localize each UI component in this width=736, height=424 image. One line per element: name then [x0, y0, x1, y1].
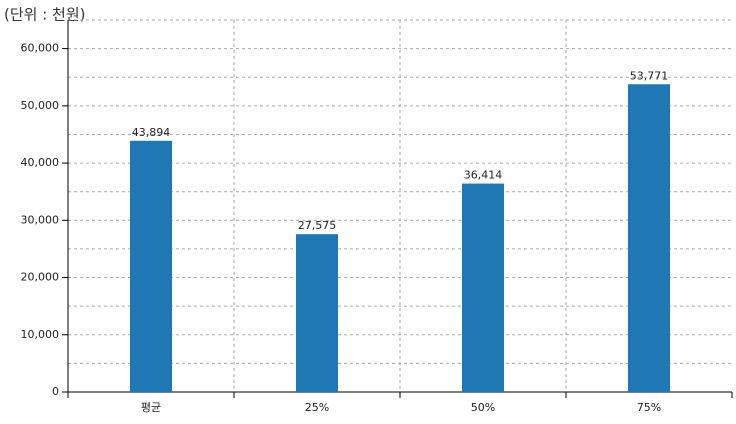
y-tick-label: 50,000 [21, 99, 60, 112]
bar [296, 234, 338, 392]
x-tick-label: 50% [471, 401, 495, 414]
bar [462, 183, 504, 392]
bar [130, 140, 172, 392]
y-tick-label: 10,000 [21, 328, 60, 341]
y-tick-label: 20,000 [21, 271, 60, 284]
x-tick-label: 25% [305, 401, 329, 414]
x-tick-label: 평균 [141, 401, 161, 414]
chart-subtitle: (단위 : 천원) [4, 6, 86, 24]
data-label: 53,771 [630, 69, 669, 82]
data-label: 43,894 [132, 126, 171, 139]
x-tick-label: 75% [637, 401, 661, 414]
y-tick-label: 0 [52, 385, 59, 398]
data-label: 27,575 [298, 219, 337, 232]
bar [628, 84, 670, 392]
y-tick-label: 60,000 [21, 42, 60, 55]
y-tick-label: 30,000 [21, 213, 60, 226]
data-label: 36,414 [464, 169, 503, 182]
y-tick-label: 40,000 [21, 156, 60, 169]
